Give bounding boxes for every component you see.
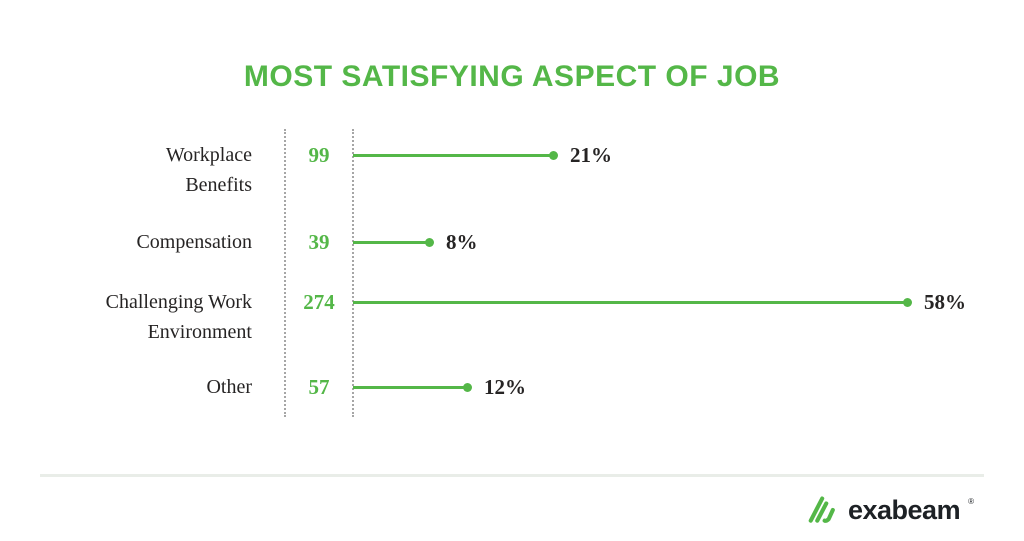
category-label: Compensation	[0, 227, 252, 257]
lollipop-line	[353, 383, 472, 392]
lollipop-end-dot	[549, 151, 558, 160]
registered-trademark-icon: ®	[968, 497, 974, 506]
respondent-count: 99	[308, 143, 330, 167]
respondent-count: 39	[308, 230, 330, 254]
category-label: Challenging Work Environment	[0, 287, 252, 347]
lollipop-line	[353, 238, 434, 247]
dotted-separator-left	[284, 129, 286, 417]
footer-divider	[40, 474, 984, 477]
lollipop-line	[353, 151, 558, 160]
lollipop-line	[353, 298, 912, 307]
category-label-line: Workplace	[165, 144, 252, 166]
category-label-line: Environment	[147, 321, 252, 343]
percent-label: 21%	[570, 143, 612, 167]
chart-title: MOST SATISFYING ASPECT OF JOB	[243, 60, 781, 93]
lollipop-end-dot	[425, 238, 434, 247]
category-label-line: Compensation	[136, 231, 252, 253]
percent-label: 58%	[924, 290, 966, 314]
exabeam-logo: exabeam ®	[805, 491, 974, 529]
percent-label: 8%	[446, 230, 478, 254]
exabeam-logo-icon	[808, 496, 835, 523]
dotted-separator-right	[352, 129, 354, 417]
category-label-line: Other	[206, 376, 252, 398]
category-label: Workplace Benefits	[0, 140, 252, 200]
category-label: Other	[0, 372, 252, 402]
exabeam-logo-text: exabeam	[848, 494, 961, 525]
respondent-count: 274	[303, 290, 335, 314]
category-label-line: Challenging Work	[105, 291, 252, 313]
lollipop-end-dot	[463, 383, 472, 392]
category-label-line: Benefits	[185, 174, 252, 196]
lollipop-end-dot	[903, 298, 912, 307]
percent-label: 12%	[484, 375, 526, 399]
respondent-count: 57	[308, 375, 330, 399]
